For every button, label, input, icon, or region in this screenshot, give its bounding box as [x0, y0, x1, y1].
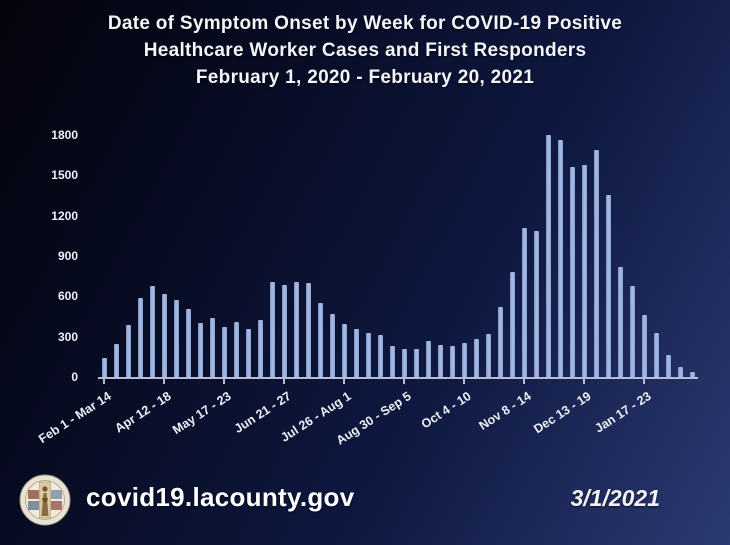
x-tick-mark — [463, 379, 465, 384]
bar — [365, 333, 371, 377]
y-tick-label: 0 — [71, 370, 78, 384]
x-tick-mark — [523, 379, 525, 384]
bar — [257, 320, 263, 377]
bar — [125, 325, 131, 377]
x-tick-label: Feb 1 - Mar 14 — [36, 389, 114, 447]
bar — [689, 372, 695, 377]
footer-url: covid19.lacounty.gov — [86, 482, 355, 512]
x-tick-mark — [223, 379, 225, 384]
bar — [233, 322, 239, 377]
bar — [425, 341, 431, 377]
bar — [341, 324, 347, 377]
bar — [593, 150, 599, 377]
x-tick-mark — [583, 379, 585, 384]
footer-date: 3/1/2021 — [570, 485, 660, 511]
bar — [653, 333, 659, 377]
x-tick-mark — [343, 379, 345, 384]
bar — [665, 355, 671, 377]
bar — [209, 318, 215, 377]
chart-title: Date of Symptom Onset by Week for COVID-… — [0, 10, 730, 91]
y-tick-label: 1500 — [51, 168, 78, 182]
bar — [245, 329, 251, 377]
x-tick-mark — [283, 379, 285, 384]
x-tick-mark — [163, 379, 165, 384]
bar — [329, 314, 335, 377]
bar — [605, 195, 611, 377]
bar — [473, 339, 479, 377]
bar — [401, 349, 407, 377]
bar — [101, 358, 107, 377]
bar — [581, 165, 587, 377]
bar — [509, 272, 515, 377]
bar — [197, 323, 203, 377]
bar — [545, 135, 551, 377]
y-tick-label: 600 — [57, 289, 78, 303]
bar — [437, 345, 443, 377]
bar — [557, 140, 563, 377]
bar — [317, 303, 323, 377]
bar — [185, 309, 191, 377]
y-axis: 0 300 600 900 1200 1500 1800 — [20, 128, 88, 384]
bar-chart: 0 300 600 900 1200 1500 1800 Feb 1 - Mar 14 Apr… — [36, 128, 698, 448]
bar — [293, 282, 299, 377]
bar — [389, 346, 395, 377]
bar — [461, 343, 467, 377]
chart-title-line-2: Healthcare Worker Cases and First Respon… — [143, 40, 587, 61]
bar — [149, 286, 155, 377]
la-county-seal-logo — [19, 474, 71, 526]
bar — [269, 282, 275, 377]
bar — [449, 346, 455, 377]
bar — [305, 283, 311, 377]
bar — [173, 300, 179, 377]
bar — [221, 327, 227, 377]
plot-area — [98, 135, 698, 379]
y-tick-label: 900 — [57, 249, 78, 263]
bar — [677, 367, 683, 377]
bar — [533, 231, 539, 377]
x-axis: Feb 1 - Mar 14 Apr 12 - 18 May 17 - 23 Jun … — [36, 379, 698, 469]
bar — [137, 298, 143, 377]
chart-title-line-1: Date of Symptom Onset by Week for COVID-… — [107, 13, 623, 34]
footer: covid19.lacounty.gov 3/1/2021 — [0, 465, 730, 545]
bar — [521, 228, 527, 377]
bar — [485, 334, 491, 377]
bar — [629, 286, 635, 377]
bar — [497, 307, 503, 377]
bar — [281, 285, 287, 377]
bar — [569, 167, 575, 377]
bar — [413, 349, 419, 377]
x-tick-mark — [643, 379, 645, 384]
chart-title-line-3: February 1, 2020 - February 20, 2021 — [195, 67, 535, 88]
bar — [161, 294, 167, 377]
bar — [353, 329, 359, 377]
y-tick-label: 1200 — [51, 209, 78, 223]
x-tick-mark — [103, 379, 105, 384]
y-tick-label: 300 — [57, 330, 78, 344]
x-tick-mark — [403, 379, 405, 384]
y-tick-label: 1800 — [51, 128, 78, 142]
bar — [617, 267, 623, 377]
bar — [113, 344, 119, 377]
bar — [641, 315, 647, 377]
bar — [377, 335, 383, 377]
